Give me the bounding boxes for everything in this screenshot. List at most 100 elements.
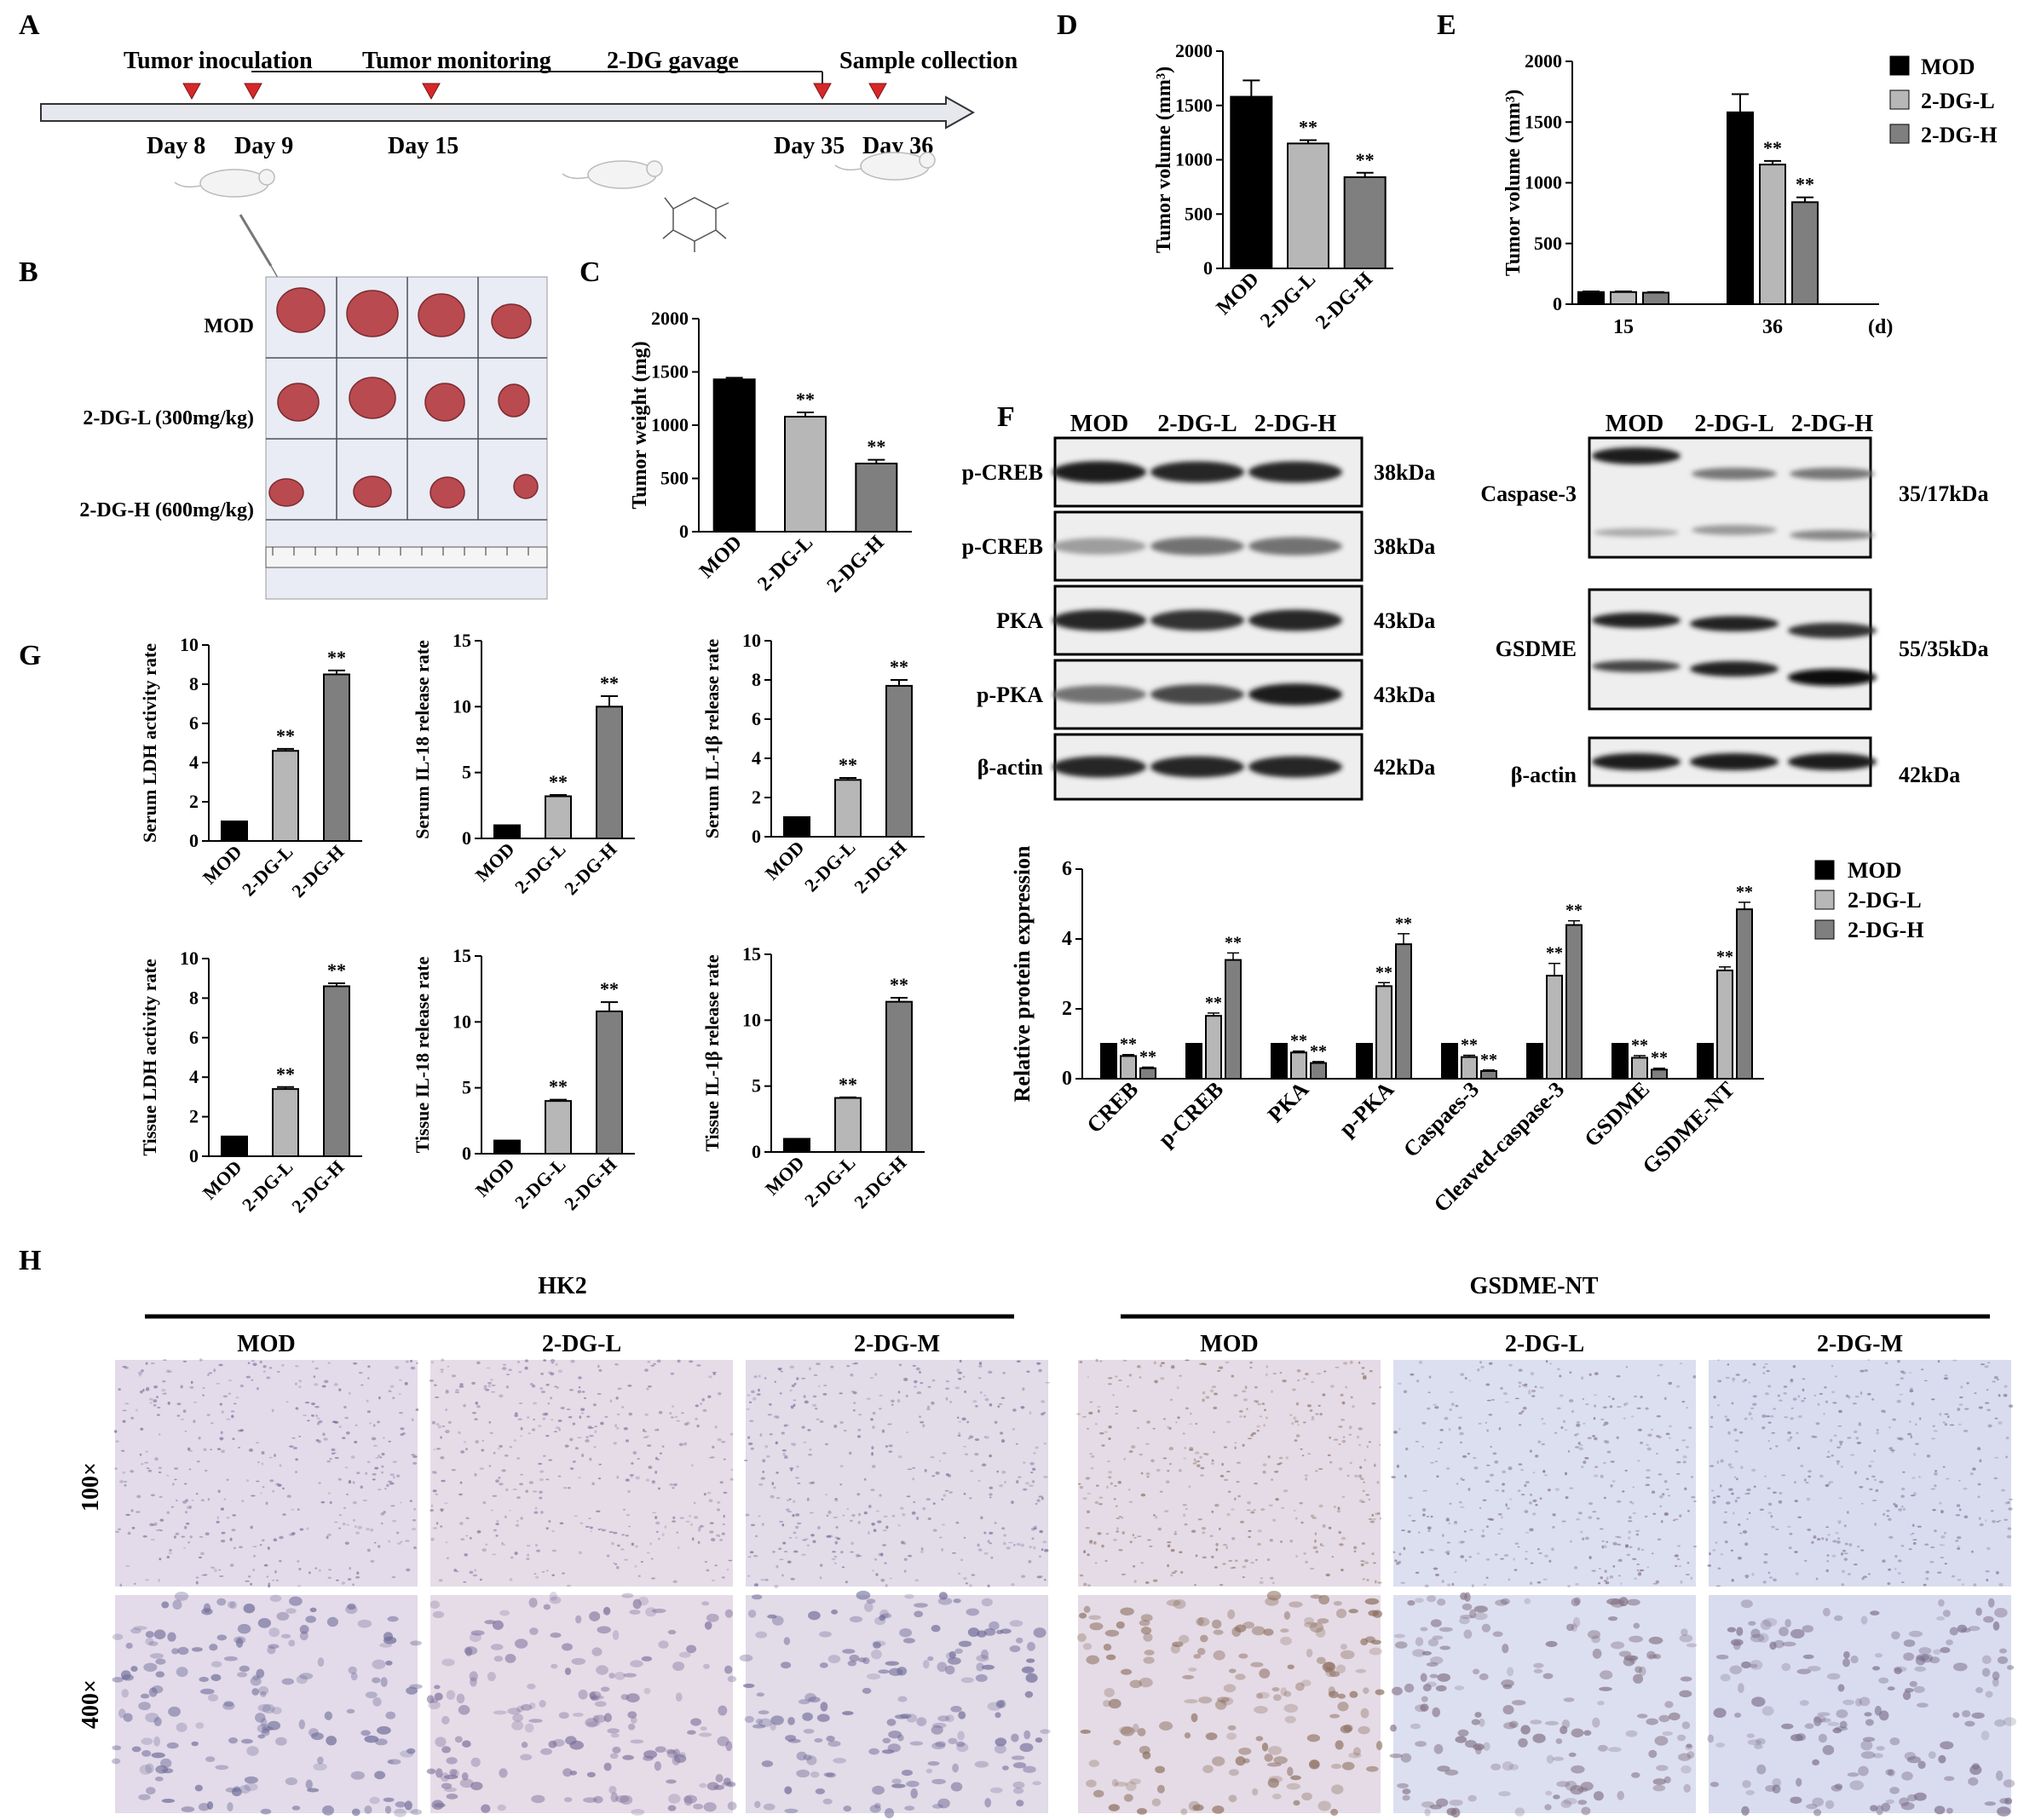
x-tick-label: GSDME-NT — [1638, 1077, 1740, 1179]
bar — [1631, 1057, 1648, 1080]
blot-band — [1052, 609, 1146, 631]
y-tick-label: 10 — [180, 634, 199, 655]
bar — [1565, 924, 1583, 1080]
x-tick-label: 2-DG-H — [560, 1154, 620, 1214]
blot-row: p-CREB 38kDa — [962, 510, 1435, 582]
bar — [493, 1139, 521, 1155]
blot-kda-label: 43kDa — [1374, 608, 1435, 633]
y-tick-label: 6 — [189, 1027, 199, 1048]
western-blot-left: MOD 2-DG-L 2-DG-H p-CREB 38kDa p-CREB 38kDa… — [962, 411, 1435, 801]
ihc-column-label: 2-DG-M — [1817, 1331, 1903, 1357]
y-tick-label: 0 — [462, 827, 471, 849]
ihc-image — [1707, 1359, 2014, 1587]
y-tick-label: 10 — [453, 695, 471, 717]
x-tick-label: 2-DG-L — [1256, 268, 1320, 332]
y-axis-label: Tissue LDH activity rate — [139, 959, 160, 1155]
tumor-photo: MOD 2-DG-L (300mg/kg) 2-DG-H (600mg/kg) — [79, 276, 548, 600]
significance-mark: ** — [1480, 1051, 1497, 1069]
glucose-structure-icon — [662, 197, 729, 252]
bar — [323, 673, 350, 842]
blot-band — [1150, 537, 1244, 556]
blot-band — [1248, 461, 1342, 483]
x-tick-label: 2-DG-H — [560, 838, 620, 899]
blot-band — [1150, 609, 1244, 631]
x-tick-label: 36 — [1762, 316, 1783, 338]
significance-mark: ** — [1395, 914, 1412, 933]
bar — [596, 706, 623, 839]
blot-row: β-actin 42kDa — [977, 733, 1435, 801]
bar — [1185, 1043, 1202, 1080]
timeline-markers — [182, 83, 887, 101]
bar — [1610, 291, 1637, 305]
y-tick-label: 4 — [189, 1066, 199, 1087]
mouse-icon — [562, 160, 663, 189]
significance-mark: ** — [1546, 944, 1563, 963]
y-tick-label: 0 — [752, 826, 761, 847]
x-tick-label: 2-DG-H — [823, 532, 889, 597]
blot-band — [1150, 461, 1244, 483]
bar — [834, 1097, 862, 1154]
bar — [272, 750, 299, 843]
ihc-marker-label: HK2 — [538, 1273, 587, 1299]
day-15-label: Day 15 — [388, 133, 458, 159]
significance-mark: ** — [1565, 901, 1583, 920]
panel-label-g: G — [19, 640, 41, 671]
blot-row-label: p-PKA — [977, 682, 1043, 707]
ihc-row-label: 400× — [78, 1679, 104, 1729]
legend-label: 2-DG-H — [1921, 123, 1998, 147]
x-tick-label: 2-DG-H — [287, 841, 348, 901]
ihc-column-label: 2-DG-L — [1505, 1331, 1584, 1357]
blot-lane-header: 2-DG-L — [1157, 411, 1237, 437]
bar — [1356, 1043, 1373, 1080]
marker-day-35 — [813, 83, 832, 101]
bar — [1230, 95, 1273, 269]
bar — [1577, 291, 1605, 305]
blot-row-label: Caspase-3 — [1480, 481, 1577, 506]
y-tick-label: 15 — [453, 945, 471, 966]
bar — [783, 1138, 810, 1153]
ruler — [265, 546, 548, 568]
legend-label: MOD — [1848, 858, 1902, 883]
significance-mark: ** — [1796, 174, 1814, 195]
bar — [1139, 1067, 1156, 1080]
bar — [784, 416, 827, 533]
y-tick-label: 2 — [189, 1106, 199, 1127]
x-tick-label: 2-DG-L — [800, 837, 860, 896]
x-tick-label: 2-DG-H — [287, 1156, 348, 1217]
significance-mark: ** — [890, 974, 908, 995]
x-tick-label: MOD — [761, 1152, 809, 1200]
bar — [712, 378, 756, 533]
chart-g2: 0 5 10 15 Serum IL-18 release rate MOD ** 2-DG-… — [412, 630, 635, 899]
x-tick-label: 2-DG-L — [510, 838, 570, 898]
legend-label: 2-DG-L — [1848, 888, 1922, 913]
bar — [323, 985, 350, 1157]
significance-mark: ** — [1120, 1035, 1137, 1054]
x-tick-label: p-PKA — [1335, 1077, 1399, 1142]
blot-row-label: PKA — [996, 608, 1043, 633]
ihc-image — [1391, 1360, 1697, 1588]
bar — [1727, 111, 1754, 305]
significance-mark: ** — [1736, 883, 1753, 901]
x-tick-label: 2-DG-H — [1312, 268, 1377, 334]
y-axis-label: Tumor weight (mg) — [629, 341, 651, 509]
x-tick-label: Caspaes-3 — [1398, 1077, 1484, 1162]
y-tick-label: 1500 — [1175, 95, 1213, 116]
y-tick-label: 0 — [189, 830, 199, 851]
panel-label-a: A — [19, 9, 40, 41]
x-tick-label: 15 — [1613, 316, 1634, 338]
photo-row-label: 2-DG-H (600mg/kg) — [79, 499, 254, 521]
y-tick-label: 1000 — [1525, 172, 1562, 193]
x-tick-label: 2-DG-L — [510, 1154, 570, 1213]
y-tick-label: 8 — [189, 673, 199, 694]
bar — [885, 1000, 913, 1154]
significance-mark: ** — [549, 1076, 568, 1097]
y-axis-label: Tumor volume (mm³) — [1153, 66, 1175, 253]
y-tick-label: 0 — [1062, 1068, 1072, 1090]
bar — [545, 795, 572, 839]
x-tick-label: PKA — [1263, 1077, 1313, 1127]
blot-lane-header: MOD — [1606, 411, 1663, 437]
ihc-image — [429, 1358, 734, 1587]
blot-kda-label: 38kDa — [1374, 534, 1435, 559]
y-tick-label: 6 — [189, 712, 199, 734]
bar — [1791, 201, 1819, 305]
